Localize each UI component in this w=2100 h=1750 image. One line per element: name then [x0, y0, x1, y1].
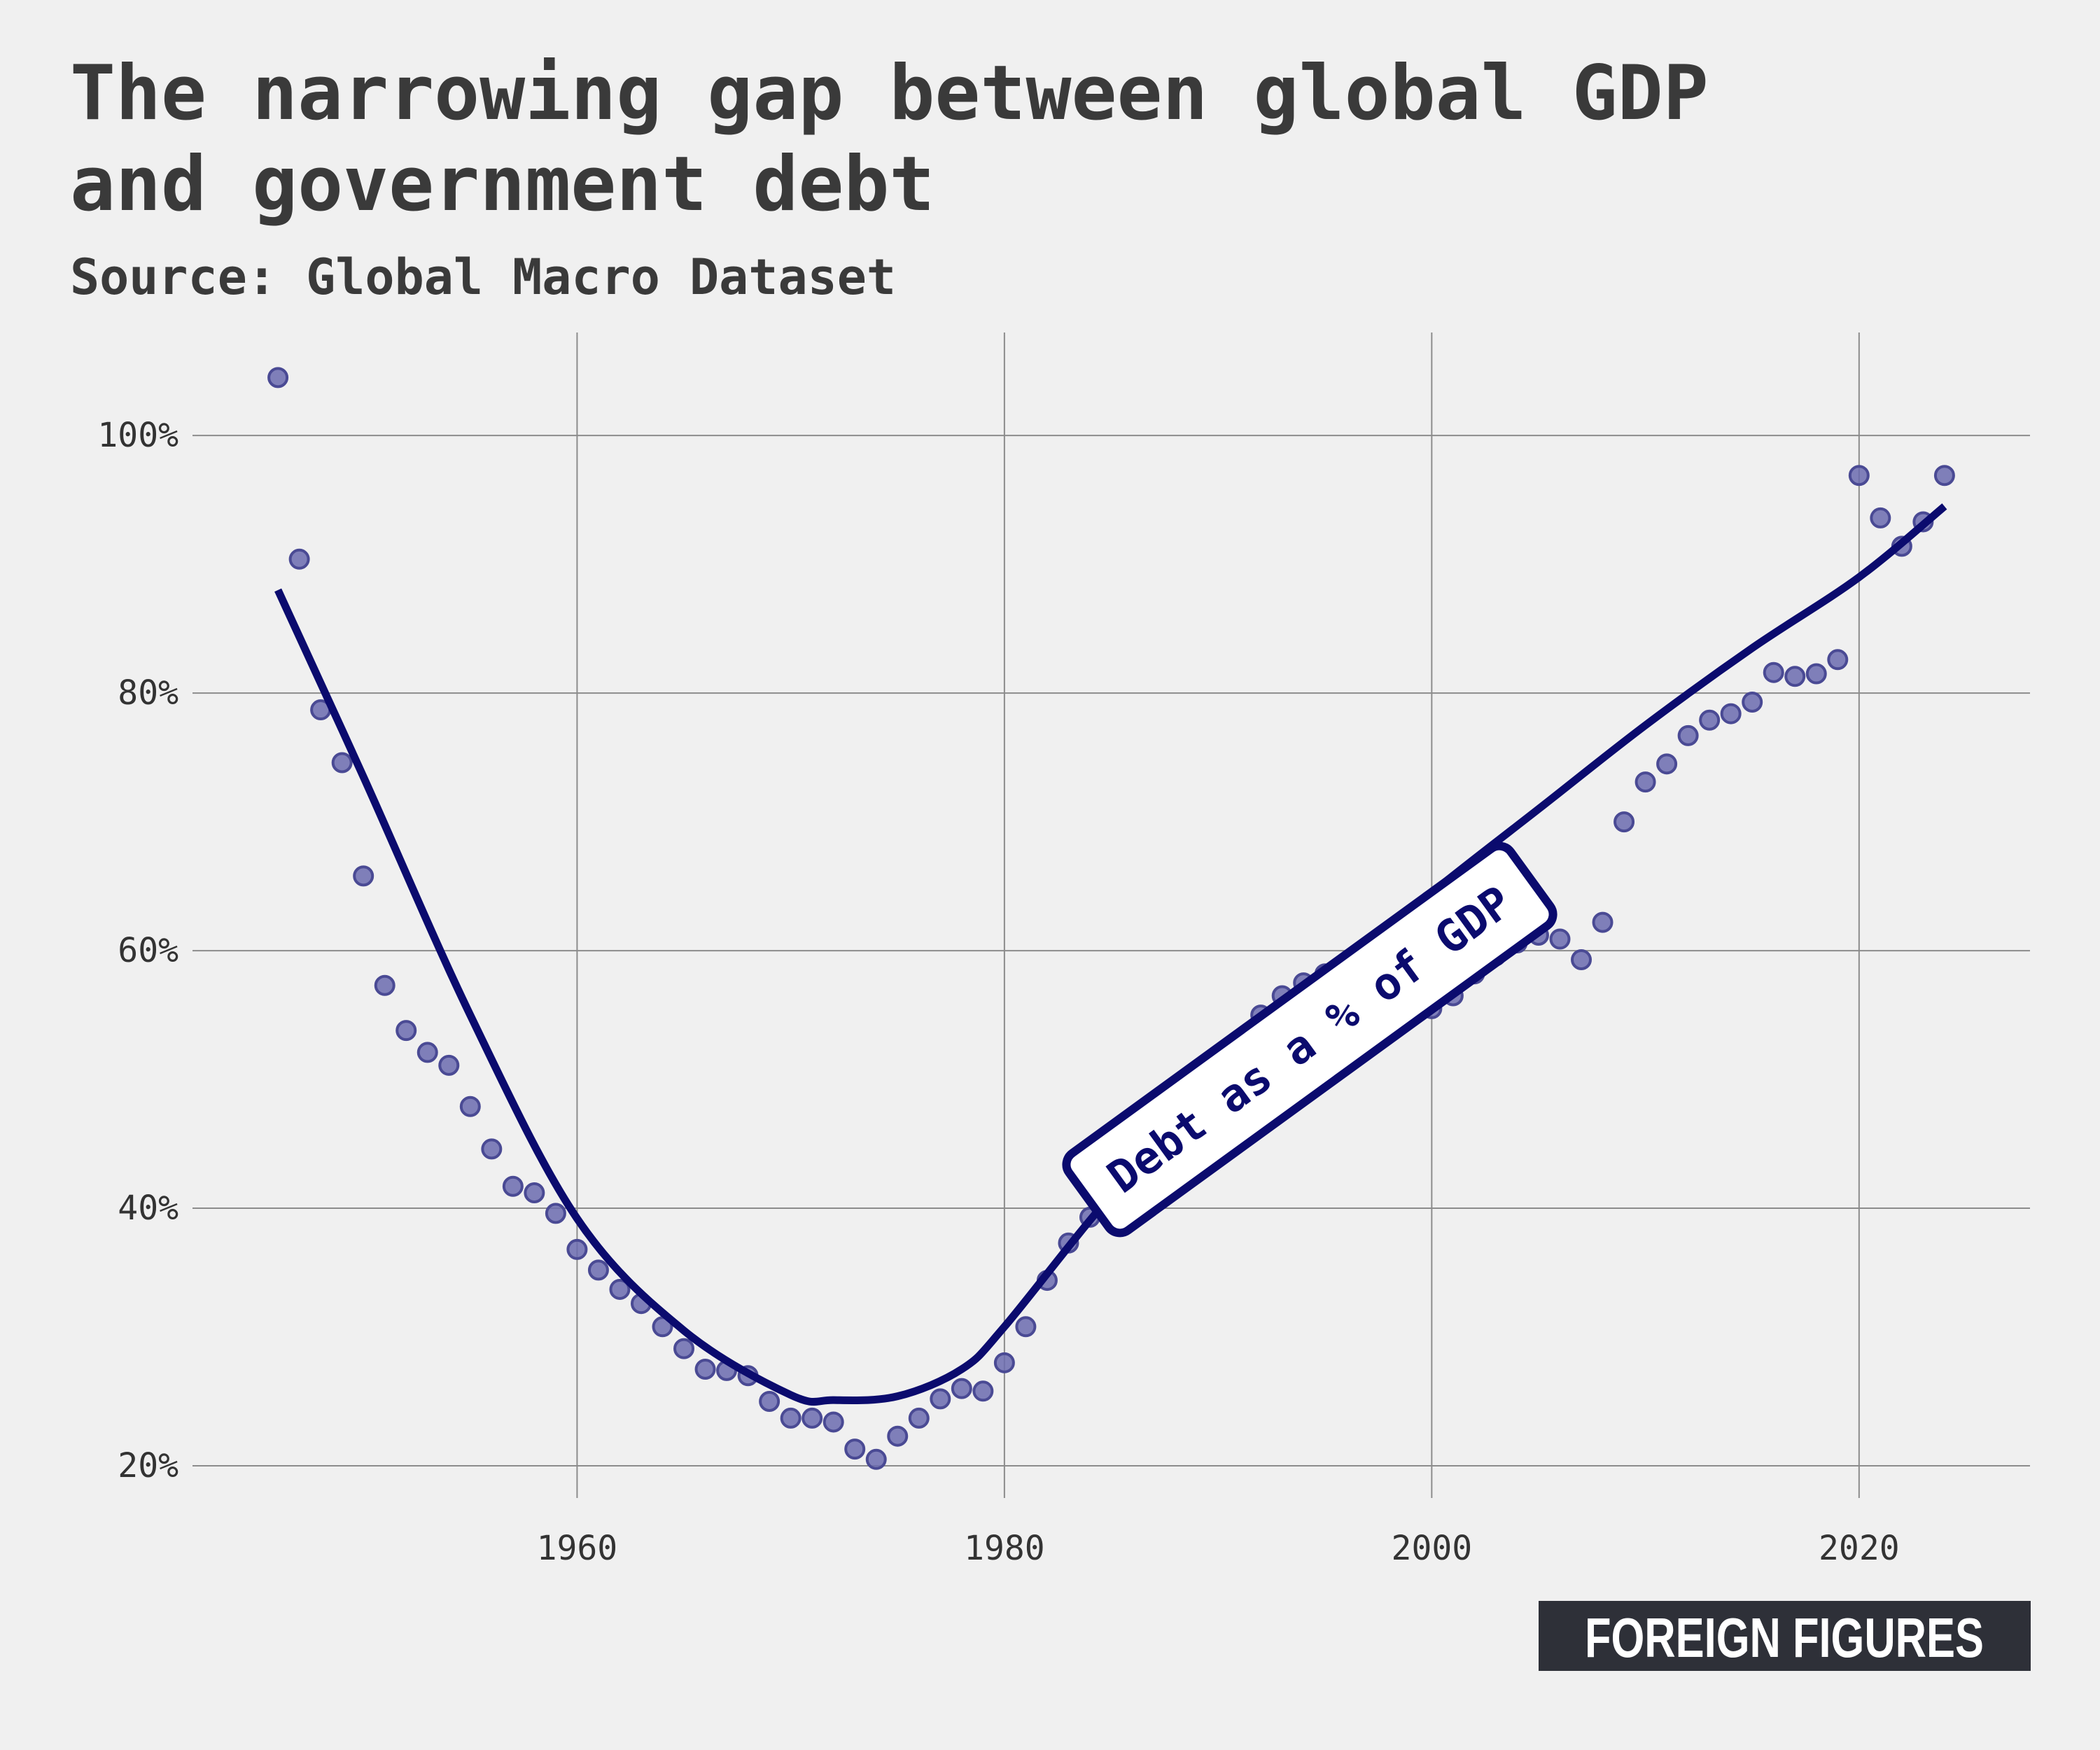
data-point [1592, 911, 1614, 933]
data-point [609, 1278, 631, 1300]
chart-subtitle: Source: Global Macro Dataset [70, 248, 896, 306]
trend-line [274, 503, 1947, 1406]
data-point [802, 1407, 823, 1429]
data-point [524, 1182, 545, 1203]
data-point [993, 1352, 1015, 1373]
x-tick-label: 2000 [1392, 1529, 1473, 1568]
data-point [951, 1378, 972, 1399]
data-point [694, 1359, 716, 1380]
chart-title-line1: The narrowing gap between global GDP [70, 50, 1709, 137]
data-point [1677, 724, 1699, 746]
data-point [1015, 1316, 1037, 1338]
data-point [759, 1391, 780, 1413]
data-point [374, 974, 396, 996]
data-point [331, 752, 353, 774]
data-point [1763, 662, 1784, 683]
data-point [1742, 692, 1763, 713]
data-point [972, 1380, 994, 1402]
x-tick-label: 2020 [1819, 1529, 1900, 1568]
data-point [1634, 771, 1656, 793]
data-point [780, 1407, 802, 1429]
data-point [1784, 666, 1806, 687]
data-point [1827, 649, 1849, 671]
y-tick-label: 20% [118, 1446, 178, 1485]
data-point [1699, 709, 1721, 731]
x-tick-label: 1960 [537, 1529, 618, 1568]
data-point [1656, 753, 1678, 775]
data-point [844, 1438, 866, 1460]
data-point [1805, 663, 1827, 685]
data-point [353, 865, 374, 887]
data-point [930, 1388, 951, 1410]
line-layer [274, 503, 1947, 1406]
data-point [566, 1238, 588, 1260]
data-point [673, 1338, 695, 1359]
data-point [1614, 811, 1635, 833]
data-point [887, 1425, 909, 1447]
data-point [822, 1411, 844, 1433]
y-tick-label: 100% [97, 416, 178, 455]
data-point [587, 1259, 609, 1281]
data-point [267, 367, 289, 388]
data-point [438, 1054, 460, 1076]
y-tick-label: 60% [118, 931, 178, 970]
tick-layer: 20% 40% 60% 80% 100% 1960 1980 2000 2020 [97, 416, 1899, 1568]
data-point [1848, 465, 1870, 486]
data-point [1933, 465, 1955, 486]
data-point [502, 1175, 524, 1197]
data-point [1720, 703, 1742, 724]
data-point [1571, 948, 1592, 970]
data-point [288, 548, 310, 570]
data-point [416, 1042, 438, 1063]
data-point [481, 1138, 503, 1160]
y-tick-label: 40% [118, 1189, 178, 1228]
data-point [908, 1407, 930, 1429]
data-point [459, 1096, 481, 1117]
data-point [1870, 507, 1891, 528]
chart-title-line2: and government debt [70, 141, 934, 228]
logo: FOREIGN FIGURES [1539, 1601, 2031, 1671]
data-point [396, 1020, 417, 1042]
data-point [1549, 928, 1571, 950]
series-label-box [1062, 841, 1558, 1238]
x-tick-label: 1980 [964, 1529, 1045, 1568]
y-tick-label: 80% [118, 673, 178, 713]
logo-background [1539, 1601, 2031, 1671]
data-point [865, 1448, 887, 1470]
data-point [545, 1203, 566, 1224]
logo-text: FOREIGN FIGURES [1585, 1606, 1984, 1669]
